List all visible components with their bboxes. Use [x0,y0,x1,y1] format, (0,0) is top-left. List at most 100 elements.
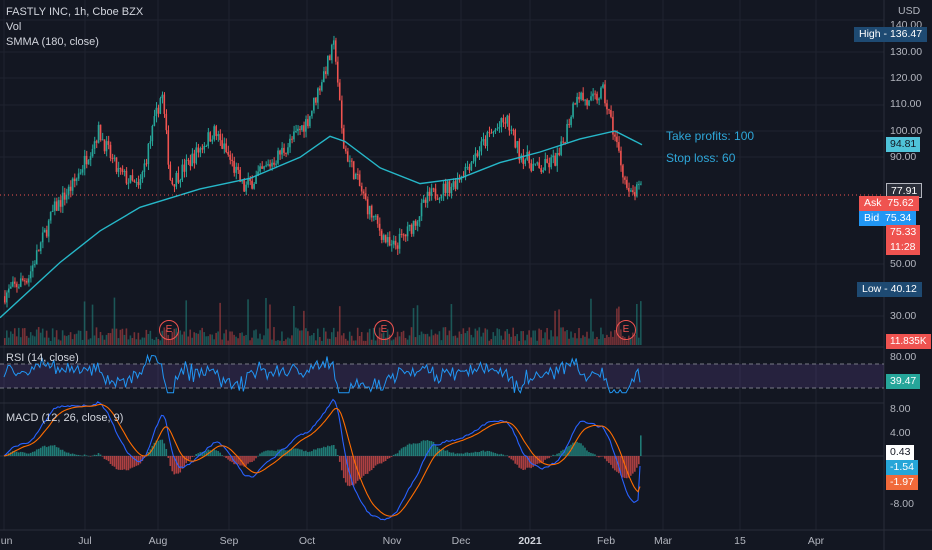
candle-body [245,184,247,192]
volume-bar [139,339,142,345]
volume-bar [85,330,88,345]
earnings-marker[interactable]: E [159,320,179,340]
volume-bar [598,339,600,345]
volume-bar [45,330,48,345]
volume-bar [55,330,58,345]
bid-label: Bid [864,212,880,224]
ask-marker[interactable]: Ask 75.62 [859,196,919,211]
candle-body [564,142,566,144]
candle-body [91,148,94,157]
candle-body [113,157,116,159]
macd-histogram-bar [558,453,560,456]
candle-body [33,264,36,266]
candle-body [438,198,441,200]
candle-body [125,170,128,184]
volume-bar [15,336,18,345]
macd-histogram-bar [336,455,339,456]
candle-body [484,139,487,147]
volume-bar [412,308,415,345]
volume-bar [155,337,158,345]
high-marker[interactable]: High - 136.47 [854,27,928,42]
volume-bar [301,330,303,345]
symbol-title[interactable]: FASTLY INC, 1h, Cboe BZX [6,6,144,18]
stop-loss-note[interactable]: Stop loss: 60 [666,151,736,165]
volume-bar [470,334,473,345]
macd-histogram-bar [376,456,379,465]
candle-body [279,150,281,155]
volume-bar [438,331,441,345]
volume-bar [315,340,317,345]
macd-histogram-bar [480,450,483,456]
volume-bar [187,336,190,345]
volume-bar [580,338,582,345]
macd-histogram-bar [566,446,568,456]
macd-histogram-bar [438,448,441,456]
candle-body [317,88,319,103]
earnings-marker[interactable]: E [374,320,394,340]
macd-histogram-bar [614,456,616,471]
macd-histogram-bar [446,450,449,456]
candle-body [466,166,469,168]
candle-body [287,147,289,154]
macd-histogram-bar [502,454,505,456]
macd-histogram-bar [602,456,604,457]
candle-body [195,147,197,164]
volume-bar [101,335,104,345]
candle-body [368,205,371,215]
macd-histogram-bar [211,450,213,456]
macd-histogram-bar [334,448,337,456]
candle-body [23,280,26,282]
volume-bar [263,335,265,345]
candle-body [77,173,80,179]
candle-body [241,179,243,182]
volume-bar [303,310,305,345]
macd-legend[interactable]: MACD (12, 26, close, 9) [6,412,124,424]
volume-bar [299,330,301,345]
candle-body [406,226,409,237]
macd-histogram-bar [307,451,309,456]
candle-body [183,164,186,172]
volume-bar [61,330,64,345]
candle-body [332,40,335,45]
candle-body [93,141,96,149]
macd-histogram-bar [534,456,536,466]
candle-body [41,232,44,243]
volume-bar [542,338,544,345]
candle-body [145,163,148,165]
low-marker[interactable]: Low - 40.12 [857,282,922,297]
rsi-legend[interactable]: RSI (14, close) [6,352,79,364]
take-profits-note[interactable]: Take profits: 100 [666,129,755,143]
macd-histogram-bar [27,453,30,456]
candle-body [376,215,379,224]
candle-body [229,154,231,160]
macd-histogram-bar [273,450,275,456]
candle-body [119,168,122,170]
volume-bar [105,334,108,345]
smma-legend[interactable]: SMMA (180, close) [6,36,99,48]
bid-value: 75.34 [885,212,912,224]
macd-histogram-bar [225,456,227,459]
macd-histogram-bar [175,456,178,474]
volume-bar [406,339,409,345]
macd-histogram-bar [35,449,38,456]
macd-histogram-bar [354,456,357,484]
candle-body [390,244,393,246]
volume-bar [404,337,407,345]
macd-histogram-bar [512,456,514,461]
vol-legend[interactable]: Vol [6,21,22,33]
macd-histogram-bar [301,449,303,456]
volume-bar [348,331,351,345]
macd-histogram-bar [159,439,162,456]
bid-marker[interactable]: Bid 75.34 [859,211,917,226]
volume-bar [466,330,469,345]
candle-body [205,145,207,147]
candle-body [608,109,610,111]
macd-histogram-bar [167,456,170,458]
macd-histogram-bar [93,454,96,456]
candle-body [586,99,588,106]
volume-bar [141,337,144,345]
earnings-marker[interactable]: E [616,320,636,340]
macd-histogram-bar [281,448,283,456]
candle-body [157,107,160,114]
